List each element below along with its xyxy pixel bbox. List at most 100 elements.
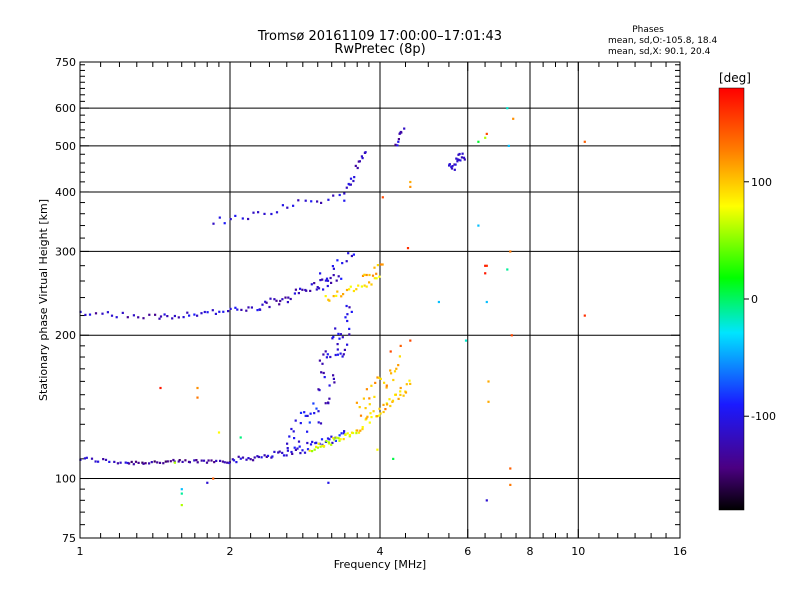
echo-point: [212, 222, 215, 225]
echo-point: [249, 458, 252, 461]
echo-point: [326, 284, 329, 288]
echo-point: [332, 374, 335, 377]
echo-point: [356, 429, 359, 432]
echo-point: [463, 158, 466, 161]
echo-point: [228, 461, 231, 465]
echo-point: [356, 166, 359, 170]
echo-point: [252, 459, 255, 462]
echo-point: [294, 288, 297, 291]
echo-point: [364, 407, 367, 410]
echo-point: [162, 462, 165, 465]
echo-point: [252, 211, 255, 214]
echo-point: [330, 435, 333, 438]
echo-point: [451, 165, 454, 168]
echo-point: [291, 452, 294, 455]
echo-point: [344, 433, 347, 436]
echo-point: [378, 275, 381, 278]
echo-point: [148, 462, 151, 465]
echo-point: [363, 273, 366, 276]
echo-point: [319, 279, 322, 282]
echo-point: [459, 159, 462, 162]
echo-point: [363, 284, 366, 287]
echo-point: [227, 310, 230, 313]
echo-point: [328, 299, 331, 302]
echo-point: [389, 369, 392, 372]
echo-point: [362, 397, 365, 400]
echo-point: [281, 204, 284, 207]
echo-point: [240, 308, 243, 311]
echo-point: [507, 144, 510, 147]
y-tick-label: 500: [55, 140, 76, 153]
echo-point: [339, 352, 342, 355]
echo-point: [164, 460, 167, 463]
echo-point: [299, 452, 302, 455]
echo-point: [106, 311, 109, 314]
echo-point: [332, 335, 335, 338]
echo-point: [357, 431, 361, 434]
echo-point: [313, 412, 316, 415]
echo-point: [286, 206, 289, 209]
echo-point: [332, 267, 335, 270]
echo-point: [219, 459, 222, 462]
echo-point: [257, 211, 260, 214]
echo-point: [269, 297, 272, 300]
x-tick-label: 8: [527, 545, 534, 558]
echo-point: [399, 390, 402, 393]
echo-point: [337, 275, 340, 278]
echo-point: [132, 463, 135, 466]
echo-point: [337, 437, 340, 440]
echo-point: [322, 371, 325, 375]
x-axis-label: Frequency [MHz]: [334, 558, 426, 571]
echo-point: [379, 263, 383, 266]
echo-point: [457, 158, 460, 161]
echo-point: [343, 192, 346, 195]
echo-point: [349, 183, 352, 186]
echo-point: [327, 441, 330, 444]
echo-point: [229, 307, 232, 310]
x-tick-labels: 1 2 4 6 8 10 16: [77, 545, 688, 558]
echo-point: [371, 274, 375, 277]
echo-point: [382, 403, 385, 406]
echo-point: [375, 277, 378, 280]
echo-point: [399, 344, 402, 347]
echo-point: [397, 397, 400, 400]
echo-point: [297, 199, 300, 202]
echo-point: [241, 217, 244, 220]
echo-point: [327, 481, 330, 484]
echo-point: [231, 458, 234, 461]
echo-point: [329, 276, 332, 280]
echo-point: [376, 264, 379, 267]
echo-point: [193, 313, 196, 316]
echo-point: [333, 381, 336, 384]
echo-point: [399, 132, 402, 135]
echo-point: [301, 288, 304, 291]
echo-point: [330, 443, 333, 446]
echo-point: [484, 272, 487, 275]
echo-point: [365, 285, 368, 288]
echo-point: [326, 437, 330, 440]
echo-point: [256, 309, 259, 312]
echo-point: [317, 442, 320, 445]
echo-point: [158, 317, 161, 320]
echo-point: [263, 454, 266, 457]
echo-point: [273, 450, 276, 453]
echo-point: [205, 461, 209, 464]
echo-point: [509, 467, 512, 470]
echo-point: [310, 200, 313, 203]
echo-point: [137, 316, 140, 319]
echo-point: [324, 295, 327, 298]
echo-point: [306, 448, 310, 451]
echo-point: [156, 461, 159, 464]
echo-point: [409, 185, 412, 188]
echo-point: [321, 278, 324, 281]
echo-point: [336, 343, 339, 346]
echo-point: [177, 316, 180, 319]
echo-point: [320, 371, 323, 374]
echo-point: [256, 455, 259, 458]
echo-point: [292, 430, 295, 433]
echo-point: [211, 309, 214, 312]
echo-point: [327, 198, 330, 201]
echo-point: [398, 355, 401, 358]
echo-point: [306, 414, 309, 417]
echo-point: [313, 448, 316, 451]
